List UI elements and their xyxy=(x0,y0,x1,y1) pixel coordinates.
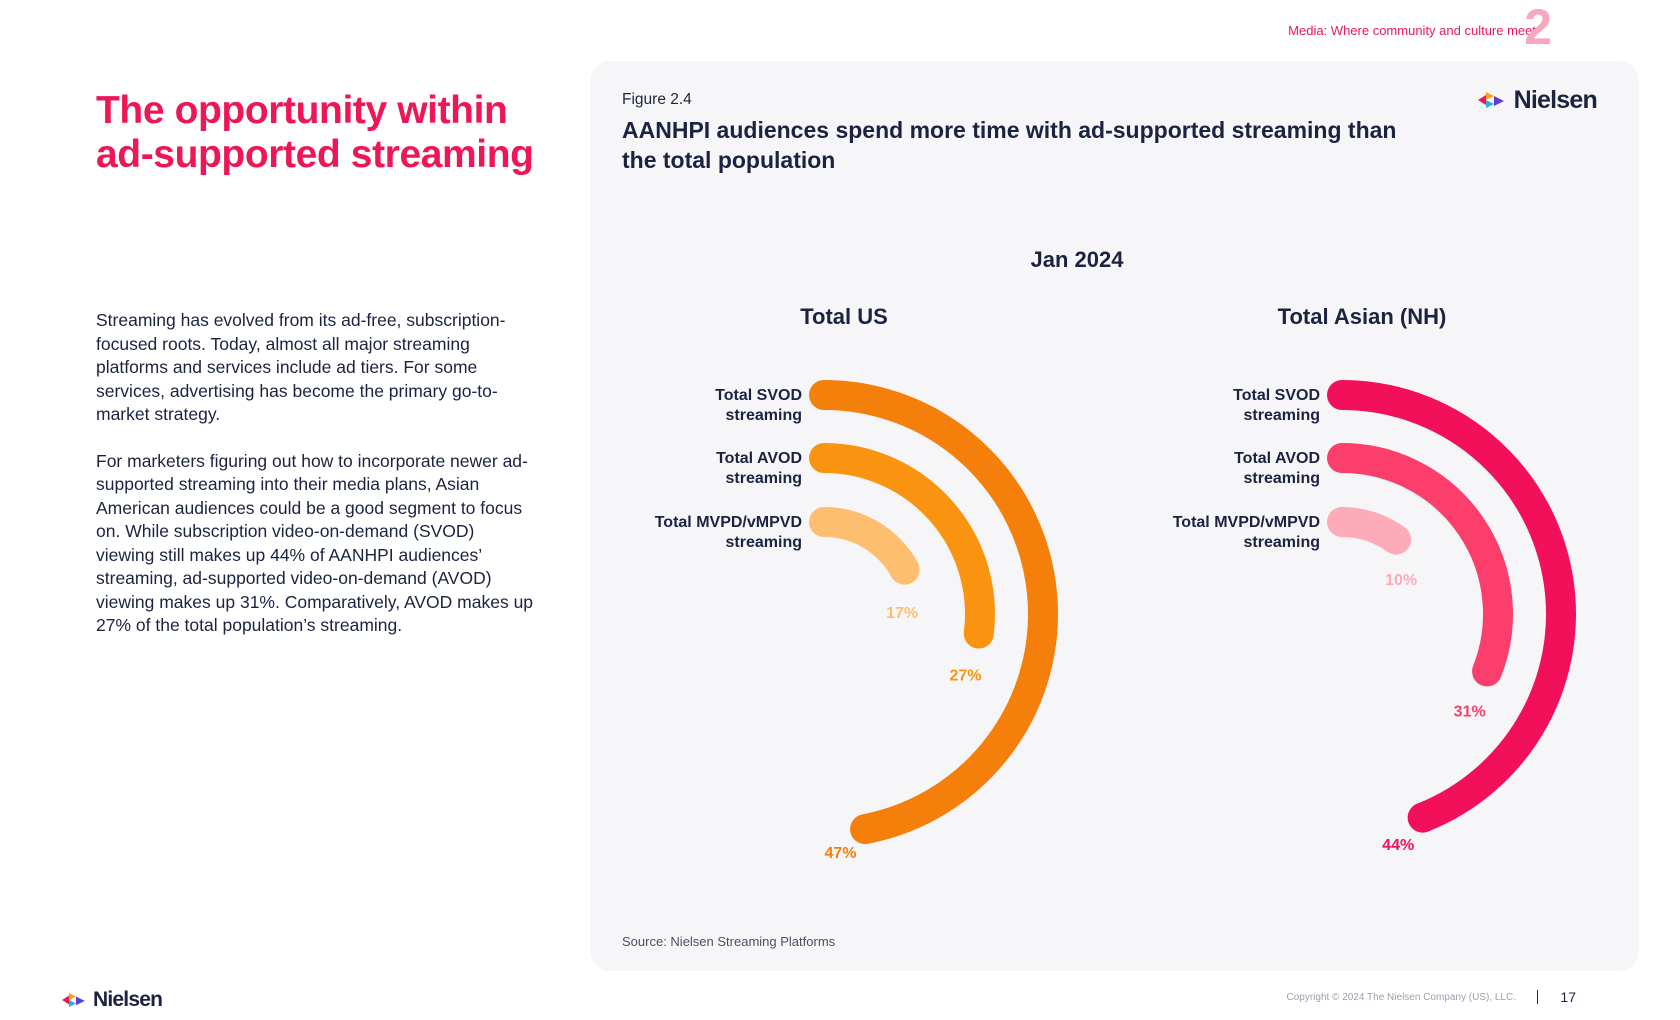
copyright: Copyright © 2024 The Nielsen Company (US… xyxy=(1286,992,1516,1003)
footer-wordmark: Nielsen xyxy=(93,988,163,1011)
arc-total-us-total-svod-streaming xyxy=(809,380,1058,845)
body-paragraph-2: For marketers figuring out how to incorp… xyxy=(96,450,534,636)
category-label-total-asian-nh-1: Total SVOD streaming xyxy=(1233,387,1320,424)
figure-card: Figure 2.4 AANHPI audiences spend more t… xyxy=(590,61,1639,971)
section-number: 2 xyxy=(1524,0,1552,55)
figure-title: AANHPI audiences spend more time with ad… xyxy=(622,117,1397,173)
arc-total-asian-nh-total-svod-streaming xyxy=(1327,380,1576,833)
nielsen-logo: Nielsen xyxy=(1477,82,1598,118)
page-separator xyxy=(1537,990,1538,1004)
category-label-total-us-2: Total AVOD streaming xyxy=(716,450,802,487)
page-title: The opportunity within ad-supported stre… xyxy=(96,89,534,176)
value-label-total-asian-nh-1: 44% xyxy=(1382,837,1414,854)
body-paragraph-1: Streaming has evolved from its ad-free, … xyxy=(96,310,506,424)
category-label-total-us-1: Total SVOD streaming xyxy=(715,387,802,424)
arc-total-asian-nh-total-mvpd-vmpvd-streaming xyxy=(1327,507,1412,555)
page-number: 17 xyxy=(1560,989,1576,1005)
section-label: Media: Where community and culture meet xyxy=(1288,23,1536,38)
panel-title-total-asian-nh: Total Asian (NH) xyxy=(1278,304,1447,329)
panel-title-total-us: Total US xyxy=(800,304,888,329)
category-label-total-asian-nh-2: Total AVOD streaming xyxy=(1234,450,1320,487)
chart-title: Jan 2024 xyxy=(1031,247,1125,272)
body-text: Streaming has evolved from its ad-free, … xyxy=(96,309,536,661)
radial-bar-chart: Jan 2024 Total US 47% Total SVOD streaming 27… xyxy=(655,247,1576,862)
value-label-total-asian-nh-2: 31% xyxy=(1454,703,1486,720)
category-label-total-us-3: Total MVPD/vMPVD streaming xyxy=(655,514,802,551)
value-label-total-asian-nh-3: 10% xyxy=(1385,572,1417,589)
value-label-total-us-2: 27% xyxy=(949,668,981,685)
value-label-total-us-1: 47% xyxy=(824,845,856,862)
value-label-total-us-3: 17% xyxy=(886,605,918,622)
source-note: Source: Nielsen Streaming Platforms xyxy=(622,934,836,949)
footer-nielsen-logo: Nielsen xyxy=(62,986,163,1014)
arc-total-us-total-avod-streaming xyxy=(809,443,995,649)
figure-label: Figure 2.4 xyxy=(622,91,692,108)
arc-total-us-total-mvpd-vmpvd-streaming xyxy=(809,507,920,585)
nielsen-wordmark: Nielsen xyxy=(1513,85,1598,114)
nielsen-mark-icon xyxy=(1477,92,1504,108)
arc-total-asian-nh-total-avod-streaming xyxy=(1327,443,1513,687)
nielsen-mark-icon xyxy=(62,993,85,1007)
category-label-total-asian-nh-3: Total MVPD/vMPVD streaming xyxy=(1173,514,1320,551)
